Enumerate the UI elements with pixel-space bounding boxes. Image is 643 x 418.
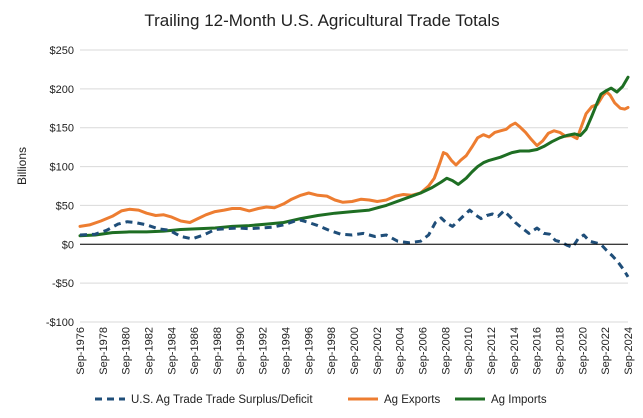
x-tick-label: Sep-2020 — [577, 327, 589, 375]
legend-item-imports: Ag Imports — [455, 394, 547, 406]
x-tick-label: Sep-1998 — [326, 327, 338, 375]
y-tick-label: $100 — [50, 162, 74, 174]
x-tick-label: Sep-1990 — [235, 327, 247, 375]
x-tick-label: Sep-2000 — [349, 327, 361, 375]
x-tick-label: Sep-1986 — [189, 327, 201, 375]
x-tick-label: Sep-2008 — [440, 327, 452, 375]
y-tick-labels: -$100 -$50 $0 $50 $100 $150 $200 $250 — [46, 45, 74, 329]
x-tick-label: Sep-2014 — [509, 327, 521, 375]
chart-title: Trailing 12-Month U.S. Agricultural Trad… — [144, 11, 499, 30]
legend-item-exports: Ag Exports — [348, 394, 440, 406]
legend-label: Ag Imports — [491, 394, 547, 406]
y-tick-label: $200 — [50, 84, 74, 96]
y-tick-label: $150 — [50, 123, 74, 135]
x-tick-label: Sep-2006 — [418, 327, 430, 375]
x-tick-label: Sep-2004 — [395, 327, 407, 375]
x-tick-label: Sep-2010 — [463, 327, 475, 375]
imports-series-line — [78, 75, 630, 238]
x-tick-label: Sep-1994 — [281, 327, 293, 375]
x-tick-label: Sep-1984 — [166, 327, 178, 375]
y-tick-label: -$100 — [46, 317, 74, 329]
x-tick-label: Sep-1980 — [121, 327, 133, 375]
y-tick-label: $0 — [62, 239, 74, 251]
x-tick-label: Sep-2012 — [486, 327, 498, 375]
x-tick-label: Sep-1978 — [98, 327, 110, 375]
y-tick-label: $50 — [56, 200, 74, 212]
x-tick-label: Sep-2022 — [600, 327, 612, 375]
x-tick-label: Sep-2002 — [372, 327, 384, 375]
x-tick-label: Sep-2024 — [623, 327, 635, 375]
legend: U.S. Ag Trade Trade Surplus/Deficit Ag Ex… — [95, 394, 547, 406]
x-tick-label: Sep-2016 — [532, 327, 544, 375]
legend-label: Ag Exports — [384, 394, 440, 406]
x-tick-label: Sep-1996 — [303, 327, 315, 375]
legend-item-surplus: U.S. Ag Trade Trade Surplus/Deficit — [95, 394, 313, 406]
x-tick-label: Sep-1982 — [144, 327, 156, 375]
legend-label: U.S. Ag Trade Trade Surplus/Deficit — [131, 394, 313, 406]
y-axis-label: Billions — [15, 147, 29, 185]
x-tick-label: Sep-2018 — [555, 327, 567, 375]
x-tick-label: Sep-1992 — [258, 327, 270, 375]
x-tick-labels: Sep-1976 Sep-1978 Sep-1980 Sep-1982 Sep-1984… — [75, 327, 635, 375]
y-tick-label: -$50 — [52, 278, 74, 290]
x-tick-label: Sep-1976 — [75, 327, 87, 375]
y-tick-label: $250 — [50, 45, 74, 57]
x-tick-label: Sep-1988 — [212, 327, 224, 375]
